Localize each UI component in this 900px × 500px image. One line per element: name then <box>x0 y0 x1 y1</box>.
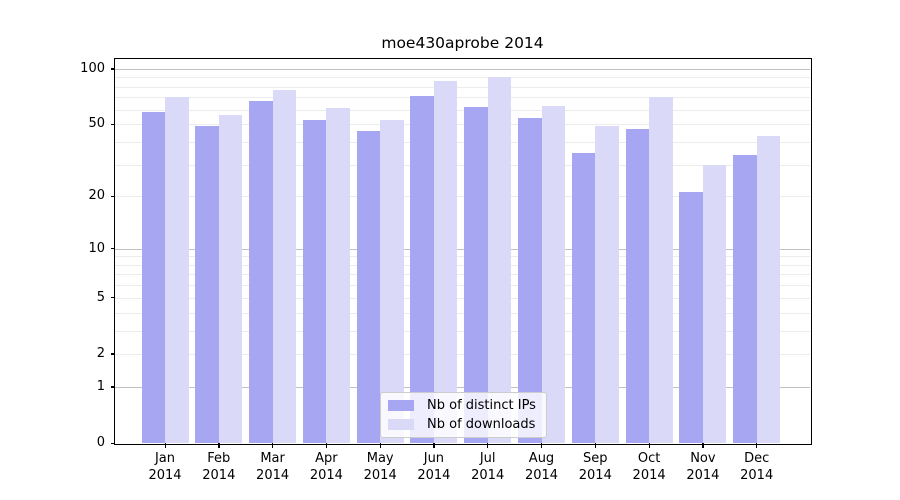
y-tick-label: 2 <box>96 345 105 361</box>
y-tick <box>110 123 115 125</box>
legend-entry-distinct-ips: Nb of distinct IPs <box>388 398 536 413</box>
y-tick-label: 20 <box>88 188 105 204</box>
minor-gridline <box>115 86 810 88</box>
x-tick <box>433 443 435 448</box>
bar-downloads-mar <box>272 89 297 443</box>
legend-label-distinct-ips: Nb of distinct IPs <box>427 398 536 413</box>
minor-gridline <box>115 353 810 355</box>
legend-label-downloads: Nb of downloads <box>427 417 536 432</box>
x-tick-label-may: May 2014 <box>363 451 397 483</box>
bar-downloads-jan <box>165 97 189 443</box>
x-tick <box>325 443 328 448</box>
bar-distinct-ips-may <box>356 130 381 443</box>
x-tick-label-mar: Mar 2014 <box>256 451 290 483</box>
legend-swatch-downloads <box>388 419 414 430</box>
x-tick <box>541 443 543 448</box>
y-tick <box>110 297 115 299</box>
y-tick <box>110 386 115 388</box>
minor-gridline <box>115 109 810 111</box>
bar-distinct-ips-oct <box>625 129 650 443</box>
y-tick-label: 10 <box>88 240 105 256</box>
bar-downloads-sep <box>595 125 619 443</box>
minor-gridline <box>115 285 810 287</box>
minor-gridline <box>115 330 810 332</box>
y-tick-label: 100 <box>80 60 105 76</box>
x-tick <box>756 443 758 448</box>
bar-downloads-jul <box>487 77 512 443</box>
bar-downloads-apr <box>326 108 350 443</box>
bar-distinct-ips-nov <box>679 192 703 443</box>
chart-title: moe430aprobe 2014 <box>381 34 544 52</box>
y-tick <box>110 353 115 355</box>
x-tick-label-apr: Apr 2014 <box>309 451 343 483</box>
x-tick <box>487 443 489 448</box>
legend-swatch-distinct-ips <box>388 400 414 411</box>
y-tick-label: 50 <box>88 116 105 132</box>
bar-downloads-nov <box>702 164 727 443</box>
x-tick-label-jun: Jun 2014 <box>417 451 451 483</box>
minor-gridline <box>115 196 810 198</box>
bar-distinct-ips-aug <box>518 118 542 443</box>
x-tick <box>164 443 166 448</box>
minor-gridline <box>115 141 810 143</box>
bar-distinct-ips-jun <box>410 96 434 443</box>
minor-gridline <box>115 164 810 166</box>
bar-distinct-ips-mar <box>249 100 273 443</box>
bar-downloads-feb <box>218 115 243 443</box>
minor-gridline <box>115 124 810 126</box>
bar-distinct-ips-dec <box>733 154 757 443</box>
major-gridline <box>115 68 810 70</box>
x-tick-label-oct: Oct 2014 <box>632 451 666 483</box>
bar-distinct-ips-feb <box>195 125 219 443</box>
y-tick <box>110 68 115 70</box>
minor-gridline <box>115 264 810 266</box>
x-tick <box>379 443 381 448</box>
x-tick-label-aug: Aug 2014 <box>524 451 559 483</box>
bar-distinct-ips-sep <box>571 152 596 443</box>
bar-downloads-aug <box>541 105 565 443</box>
y-tick <box>110 442 115 444</box>
x-tick <box>594 443 597 448</box>
x-tick-label-dec: Dec 2014 <box>740 451 774 483</box>
minor-gridline <box>115 297 810 299</box>
bar-distinct-ips-apr <box>302 119 327 443</box>
minor-gridline <box>115 274 810 276</box>
y-tick-label: 0 <box>96 435 105 450</box>
x-tick <box>702 443 704 448</box>
y-tick-label: 5 <box>96 289 105 305</box>
x-tick-label-feb: Feb 2014 <box>202 451 236 483</box>
x-tick-label-sep: Sep 2014 <box>578 451 612 483</box>
bar-downloads-jun <box>433 80 458 443</box>
y-tick <box>110 248 115 250</box>
bar-distinct-ips-jan <box>141 112 165 443</box>
major-gridline <box>115 248 810 250</box>
bar-distinct-ips-jul <box>464 107 488 443</box>
bar-downloads-may <box>380 119 404 443</box>
x-tick-label-nov: Nov 2014 <box>686 451 720 483</box>
x-tick-label-jan: Jan 2014 <box>148 451 182 483</box>
plot-area <box>115 59 810 443</box>
minor-gridline <box>115 77 810 79</box>
bar-downloads-oct <box>649 97 673 443</box>
minor-gridline <box>115 256 810 258</box>
x-tick-label-jul: Jul 2014 <box>471 451 505 483</box>
minor-gridline <box>115 97 810 99</box>
legend-entry-downloads: Nb of downloads <box>388 417 536 432</box>
x-tick <box>272 443 274 448</box>
bar-downloads-dec <box>756 136 781 443</box>
x-tick <box>218 443 220 448</box>
y-tick-label: 1 <box>96 378 105 394</box>
major-gridline <box>115 386 810 388</box>
minor-gridline <box>115 312 810 314</box>
legend: Nb of distinct IPs Nb of downloads <box>380 392 547 438</box>
y-tick <box>110 195 115 197</box>
x-tick <box>648 443 650 448</box>
